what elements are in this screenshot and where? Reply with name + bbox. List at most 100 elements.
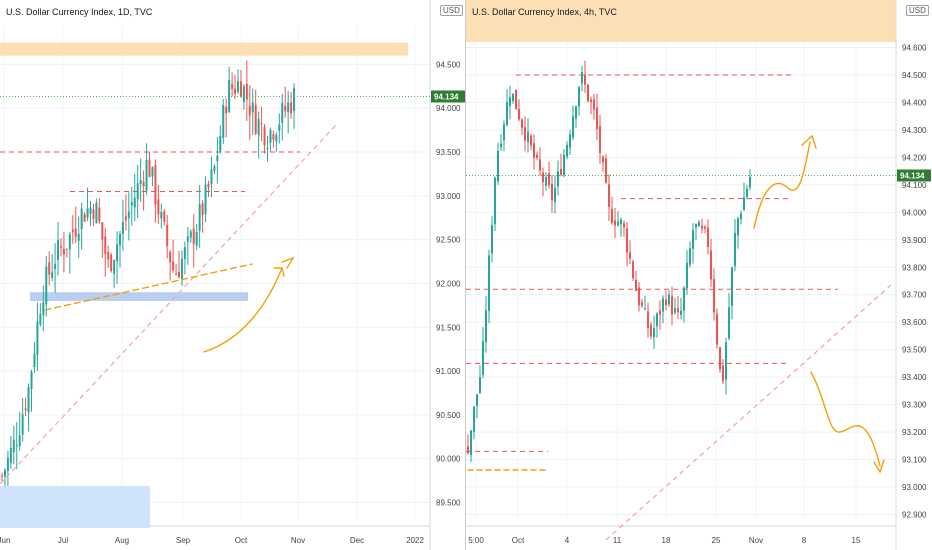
candle-body: [503, 124, 505, 141]
candle-body: [198, 204, 201, 231]
candle-body: [611, 209, 613, 224]
y-tick-label: 93.500: [436, 148, 461, 157]
y-tick-label: 94.400: [902, 98, 927, 107]
y-tick-label: 93.500: [902, 346, 927, 355]
candle-body: [169, 251, 172, 263]
candle-body: [71, 229, 74, 233]
resistance-zone: [466, 0, 896, 42]
x-tick-label: 25: [712, 536, 721, 545]
candle-body: [60, 246, 62, 248]
candle-body: [172, 261, 175, 271]
candle-body: [689, 248, 691, 265]
x-tick-label: Jun: [0, 536, 10, 545]
candle-body: [136, 183, 139, 200]
candle-body: [701, 225, 703, 229]
candle-body: [154, 165, 157, 205]
candle-body: [614, 220, 616, 226]
currency-badge[interactable]: USD: [440, 5, 463, 16]
candle-body: [590, 99, 592, 103]
candle-body: [248, 105, 251, 116]
candle-body: [734, 233, 736, 266]
candle-body: [596, 107, 598, 130]
chart-canvas-daily[interactable]: 94.500 94.000 93.500 93.000 92.500 92.000 91.5…: [0, 0, 466, 550]
chart-canvas-4h[interactable]: 94.600 94.500 94.400 94.300 94.200 94.100 94.0…: [466, 0, 932, 550]
support-zone-lower: [0, 486, 150, 528]
candle-body: [683, 287, 685, 311]
candle-body: [95, 202, 98, 224]
candle-body: [725, 342, 727, 380]
bullish-arrow-head: [801, 134, 817, 149]
candle-body: [80, 208, 83, 230]
y-tick-label: 94.000: [902, 208, 927, 217]
candle-body: [45, 266, 48, 305]
x-tick-label: 4: [565, 536, 570, 545]
candle-body: [225, 106, 228, 114]
candle-body: [130, 202, 133, 206]
candle-body: [554, 188, 556, 202]
candle-body: [192, 228, 195, 245]
candle-body: [515, 89, 517, 110]
x-tick-label: Oct: [512, 536, 525, 545]
candle-body: [133, 197, 136, 208]
support-zone: [30, 292, 248, 301]
candle-body: [536, 154, 538, 158]
candle-body: [677, 308, 679, 313]
y-tick-label: 93.000: [902, 483, 927, 492]
candle-body: [674, 308, 676, 313]
candle-body: [116, 244, 119, 262]
candle-body: [713, 279, 715, 313]
support-trend-dashed: [44, 263, 253, 311]
x-tick-label: 5:00: [468, 536, 484, 545]
current-price-tag: [897, 169, 931, 182]
candle-body: [497, 150, 499, 182]
candle-body: [42, 302, 45, 316]
candle-body: [30, 371, 33, 389]
candle-body: [83, 214, 86, 222]
candle-body: [104, 236, 107, 254]
candle-body: [127, 211, 130, 218]
y-tick-label: 93.700: [902, 291, 927, 300]
candle-body: [653, 327, 655, 338]
candle-body: [731, 267, 733, 306]
candle-body: [563, 154, 565, 176]
candle-body: [101, 222, 104, 240]
y-tick-label: 91.000: [436, 367, 461, 376]
candle-body: [524, 127, 526, 141]
candle-body: [560, 168, 562, 175]
candle-body: [51, 272, 54, 278]
candle-body: [89, 207, 92, 214]
candle-body: [242, 86, 245, 103]
candle-body: [257, 118, 260, 136]
chart-title: U.S. Dollar Currency Index, 1D, TVC: [6, 7, 153, 17]
y-tick-label: 94.300: [902, 126, 927, 135]
current-price-tag: [431, 90, 465, 103]
candle-body: [485, 310, 487, 343]
chart-pane-4h[interactable]: 94.600 94.500 94.400 94.300 94.200 94.100 94.0…: [466, 0, 932, 550]
chart-pane-daily[interactable]: 94.500 94.000 93.500 93.000 92.500 92.000 91.5…: [0, 0, 466, 550]
candle-body: [692, 230, 694, 249]
candle-body: [479, 377, 481, 393]
candle-body: [665, 299, 667, 306]
candle-body: [48, 262, 51, 275]
candle-body: [269, 129, 272, 143]
candle-body: [142, 181, 145, 187]
currency-badge[interactable]: USD: [906, 5, 929, 16]
candle-body: [175, 273, 178, 275]
candle-body: [716, 314, 718, 345]
candle-body: [24, 408, 27, 411]
candle-body: [239, 81, 242, 98]
candle-body: [620, 219, 622, 225]
x-tick-label: Aug: [115, 536, 129, 545]
candle-body: [245, 83, 248, 100]
candle-body: [210, 169, 213, 185]
candle-body: [113, 259, 116, 274]
candle-body: [605, 158, 607, 183]
candle-body: [626, 228, 628, 253]
candle-body: [710, 250, 712, 280]
candle-body: [151, 167, 154, 177]
candle-body: [216, 155, 219, 161]
candle-body: [575, 106, 577, 119]
candle-body: [180, 258, 183, 281]
y-tick-label: 92.500: [436, 236, 461, 245]
candle-body: [237, 81, 239, 92]
